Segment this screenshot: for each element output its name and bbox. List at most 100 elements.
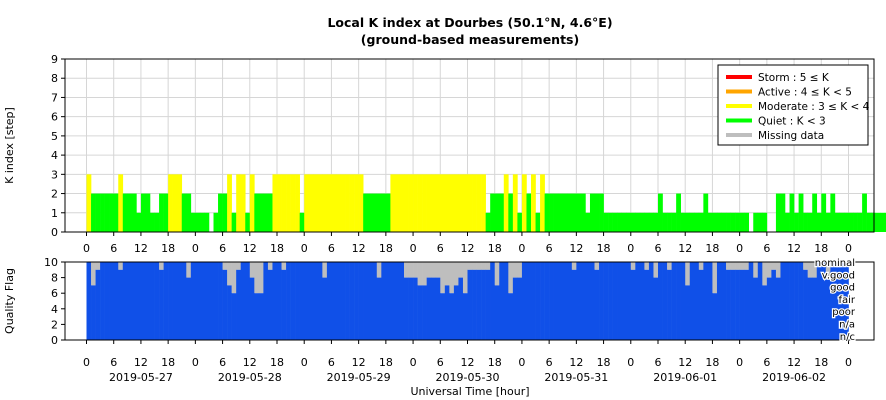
quality-x-tick-label: 12	[134, 356, 148, 369]
kindex-bar	[843, 212, 849, 232]
kindex-bar	[476, 174, 482, 232]
legend-label: Quiet : K < 3	[758, 116, 826, 128]
kindex-bar	[485, 212, 491, 232]
kindex-bar	[109, 193, 115, 232]
quality-column	[277, 262, 282, 340]
kindex-bar	[236, 174, 242, 232]
kindex-bar	[830, 193, 836, 232]
quality-column	[172, 262, 178, 340]
kindex-bar	[440, 174, 446, 232]
quality-column	[839, 262, 845, 340]
kindex-y-tick-label: 0	[51, 226, 58, 239]
quality-missing-segment	[186, 262, 192, 278]
quality-missing-segment	[444, 262, 450, 286]
quality-missing-segment	[476, 262, 482, 270]
date-label: 2019-05-29	[327, 371, 391, 384]
kindex-bar	[812, 193, 818, 232]
quality-missing-segment	[812, 262, 818, 278]
kindex-bar	[667, 212, 672, 232]
quality-column	[517, 277, 523, 340]
quality-column	[340, 262, 346, 340]
kindex-bar	[385, 193, 391, 232]
kindex-bar	[295, 174, 300, 232]
kindex-x-tick-label: 0	[192, 242, 199, 255]
kindex-bar	[118, 174, 124, 232]
kindex-bar	[780, 193, 786, 232]
kindex-bar	[648, 212, 654, 232]
quality-y-ticks: 0 2 4 6 8 10	[44, 256, 65, 347]
quality-column	[335, 262, 341, 340]
quality-area	[86, 262, 849, 340]
quality-column	[703, 262, 709, 340]
kindex-bar	[458, 174, 464, 232]
kindex-x-tick-label: 18	[270, 242, 284, 255]
kindex-bar	[258, 193, 264, 232]
kindex-bar	[195, 212, 201, 232]
kindex-y-tick-label: 9	[51, 53, 58, 66]
quality-column	[435, 277, 441, 340]
quality-missing-segment	[413, 262, 418, 278]
kindex-bar	[848, 212, 854, 232]
kindex-x-tick-label: 0	[518, 242, 525, 255]
quality-column	[100, 262, 105, 340]
kindex-bar	[535, 212, 541, 232]
kindex-bar	[576, 193, 582, 232]
legend-label: Active : 4 ≤ K < 5	[758, 87, 852, 99]
kindex-bar	[422, 174, 427, 232]
quality-column	[195, 262, 201, 340]
kindex-bar	[408, 174, 414, 232]
kindex-bar	[839, 212, 845, 232]
quality-column	[381, 262, 387, 340]
kindex-x-tick-label: 0	[410, 242, 417, 255]
kindex-bar	[807, 212, 813, 232]
kindex-bar	[503, 174, 509, 232]
quality-column	[140, 262, 146, 340]
kindex-y-axis-label: K index [step]	[3, 107, 16, 184]
quality-column	[653, 277, 659, 340]
quality-x-tick-label: 6	[110, 356, 117, 369]
kindex-x-tick-label: 18	[814, 242, 828, 255]
kindex-bar	[404, 174, 409, 232]
kindex-bar	[816, 212, 822, 232]
quality-missing-segment	[739, 262, 745, 270]
quality-x-tick-label: 18	[597, 356, 611, 369]
quality-x-tick-label: 18	[161, 356, 175, 369]
kindex-bar	[884, 212, 886, 232]
kindex-bar	[880, 212, 886, 232]
quality-x-tick-label: 6	[219, 356, 226, 369]
quality-column	[576, 262, 582, 340]
quality-column	[208, 262, 214, 340]
kindex-x-tick-label: 12	[243, 242, 257, 255]
quality-column	[431, 277, 437, 340]
kindex-x-ticks: 0 6 12 18 0 6 12 18 0 6 12 18 0 6 12 18 0 6 12 18 0 6 12 18 0 6 12…	[83, 232, 852, 255]
kindex-bar	[612, 212, 618, 232]
kindex-bar	[150, 212, 155, 232]
quality-column	[780, 262, 786, 340]
quality-column	[757, 262, 763, 340]
quality-column	[843, 262, 849, 340]
kindex-bar	[86, 174, 92, 232]
quality-x-tick-label: 18	[379, 356, 393, 369]
quality-column	[458, 277, 464, 340]
quality-level-label: nominal	[815, 258, 855, 269]
kindex-bar	[585, 212, 591, 232]
date-labels: 2019-05-27 2019-05-28 2019-05-29 2019-05-30…	[109, 371, 826, 384]
quality-column	[190, 262, 196, 340]
kindex-bar	[603, 212, 609, 232]
quality-column	[263, 262, 269, 340]
quality-x-tick-label: 6	[328, 356, 335, 369]
quality-column	[308, 262, 314, 340]
quality-x-tick-label: 18	[488, 356, 502, 369]
quality-missing-segment	[467, 262, 473, 270]
quality-missing-segment	[426, 262, 432, 278]
quality-missing-segment	[431, 262, 437, 278]
kindex-bar	[521, 174, 527, 232]
quality-missing-segment	[730, 262, 736, 270]
quality-x-tick-label: 0	[410, 356, 417, 369]
kindex-bar	[453, 174, 459, 232]
kindex-bar	[508, 193, 514, 232]
quality-missing-segment	[322, 262, 328, 278]
kindex-bar	[213, 212, 219, 232]
quality-missing-segment	[803, 262, 808, 270]
quality-missing-segment	[726, 262, 731, 270]
